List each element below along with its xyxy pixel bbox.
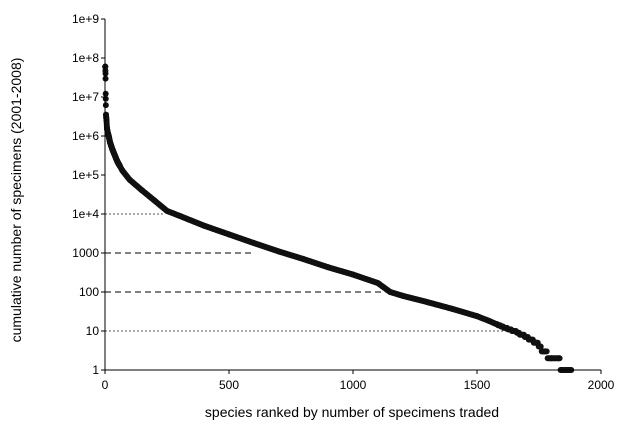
data-point	[537, 343, 544, 350]
y-tick-label: 1	[92, 363, 99, 377]
tick-labels: 1 10 100 1000 1e+4 1e+5 1e+6 1e+7 1e+8 1e+9 0 500 10…	[72, 12, 615, 392]
y-tick-label: 1e+9	[72, 12, 99, 26]
x-axis-title: species ranked by number of specimens tr…	[205, 404, 499, 420]
x-tick-label: 1500	[464, 378, 491, 392]
data-point	[102, 102, 109, 109]
data-points	[102, 63, 575, 373]
y-axis-title: cumulative number of specimens (2001-200…	[8, 58, 24, 343]
x-tick-label: 0	[102, 378, 109, 392]
x-tick-label: 2000	[588, 378, 615, 392]
axes	[101, 18, 602, 374]
y-tick-label: 10	[86, 324, 100, 338]
y-tick-label: 1000	[72, 246, 99, 260]
data-point	[102, 90, 109, 97]
reference-lines	[105, 213, 507, 332]
x-tick-label: 1000	[340, 378, 367, 392]
data-point	[102, 75, 109, 82]
y-tick-label: 1e+7	[72, 90, 99, 104]
y-tick-label: 1e+4	[72, 207, 99, 221]
y-tick-label: 100	[79, 285, 99, 299]
y-tick-label: 1e+5	[72, 168, 99, 182]
x-tick-label: 500	[219, 378, 239, 392]
data-point	[543, 348, 550, 355]
data-point	[556, 355, 563, 362]
y-tick-label: 1e+6	[72, 129, 99, 143]
y-tick-label: 1e+8	[72, 51, 99, 65]
data-point	[116, 163, 123, 170]
